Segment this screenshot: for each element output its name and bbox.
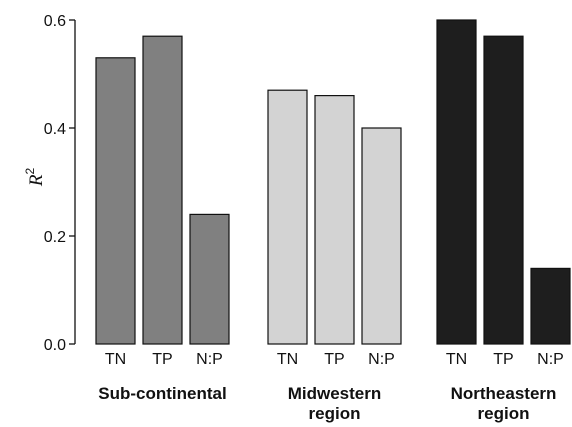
bar-1-2 bbox=[361, 127, 402, 345]
group-label: Midwestern bbox=[288, 384, 382, 403]
category-label: TN bbox=[105, 351, 126, 368]
bar-2-1 bbox=[483, 35, 524, 345]
category-label: TP bbox=[152, 351, 172, 368]
y-axis-label-main: R bbox=[26, 174, 47, 187]
y-axis-label-superscript: 2 bbox=[23, 168, 37, 175]
group-label: region bbox=[478, 404, 530, 423]
bar-1-0 bbox=[267, 89, 308, 345]
category-label: TP bbox=[493, 351, 513, 368]
category-label: TN bbox=[446, 351, 467, 368]
bar-0-1 bbox=[142, 35, 183, 345]
y-tick-label: 0.2 bbox=[44, 229, 66, 246]
category-label: TP bbox=[324, 351, 344, 368]
axes bbox=[69, 19, 76, 345]
bar-0-0 bbox=[95, 57, 136, 345]
y-tick-label: 0.6 bbox=[44, 13, 66, 30]
y-tick-label: 0.4 bbox=[44, 121, 66, 138]
category-label: TN bbox=[277, 351, 298, 368]
category-label: N:P bbox=[537, 351, 564, 368]
group-label: Sub-continental bbox=[98, 384, 226, 403]
y-axis-label: R2 bbox=[23, 168, 47, 188]
bar-2-2 bbox=[530, 267, 571, 345]
category-label: N:P bbox=[368, 351, 395, 368]
group-label: Northeastern bbox=[451, 384, 557, 403]
bar-1-1 bbox=[314, 94, 355, 345]
y-tick-label: 0.0 bbox=[44, 337, 66, 354]
category-label: N:P bbox=[196, 351, 223, 368]
bar-2-0 bbox=[436, 19, 477, 345]
labels: 0.0 0.2 0.4 0.6 R2 TN TP N:P Sub-continental TN TP… bbox=[23, 13, 564, 423]
bars bbox=[95, 19, 571, 345]
group-label: region bbox=[309, 404, 361, 423]
bar-0-2 bbox=[189, 213, 230, 345]
